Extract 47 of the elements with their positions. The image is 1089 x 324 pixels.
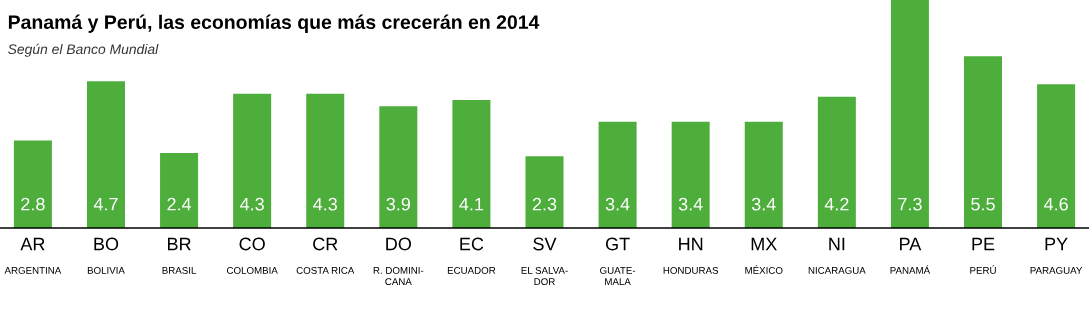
x-tick-label: CR COSTA RICA (296, 237, 355, 274)
x-tick-label: SV EL SALVA- DOR (521, 237, 568, 286)
bar (525, 156, 564, 228)
x-tick-label: BO BOLIVIA (87, 237, 125, 274)
data-label: 4.2 (824, 197, 849, 211)
bar (233, 93, 272, 228)
bar (452, 99, 491, 228)
x-tick-label: NI NICARAGUA (808, 237, 866, 274)
data-label: 5.5 (971, 197, 995, 211)
data-label: 3.4 (678, 197, 703, 211)
bar (306, 93, 345, 228)
data-label: 2.8 (21, 197, 45, 211)
data-label: 7.3 (898, 197, 922, 211)
x-tick-label: HN HONDURAS (663, 237, 719, 274)
data-label: 2.3 (532, 197, 557, 211)
x-tick-label: EC ECUADOR (447, 237, 496, 274)
bar (379, 106, 418, 228)
bar (160, 153, 199, 228)
x-tick-label: PY PARAGUAY (1030, 237, 1083, 274)
data-label: 4.7 (93, 197, 118, 211)
bar (671, 121, 710, 228)
x-tick-label: DO R. DOMINI- CANA (373, 237, 424, 286)
x-tick-label: GT GUATE- MALA (600, 237, 636, 285)
x-tick-label: PE PERÚ (970, 237, 996, 274)
bar (890, 0, 929, 228)
data-label: 4.3 (313, 197, 337, 211)
data-label: 4.6 (1043, 197, 1068, 211)
x-tick-label: BR BRASIL (162, 237, 197, 274)
data-label: 4.1 (459, 197, 484, 211)
text: Panamá y Perú, las economías que más crecerán en 2014 (8, 14, 540, 33)
bar (598, 121, 637, 228)
bar (744, 121, 783, 228)
x-tick-label: CO COLOMBIA (226, 237, 278, 274)
bar (13, 140, 52, 228)
x-tick-label: PA PANAMÁ (890, 237, 931, 274)
data-label: 3.4 (751, 197, 776, 211)
x-tick-label: AR ARGENTINA (4, 237, 62, 274)
x-tick-label: MX MÉXICO (745, 237, 783, 274)
bar (1037, 84, 1076, 228)
bar (86, 81, 125, 228)
text: Según el Banco Mundial (8, 43, 159, 57)
data-label: 3.4 (605, 197, 630, 211)
data-label: 3.9 (386, 197, 411, 211)
data-label: 2.4 (167, 197, 192, 211)
bar (964, 56, 1003, 228)
bar (817, 96, 856, 228)
data-label: 4.3 (240, 197, 264, 211)
